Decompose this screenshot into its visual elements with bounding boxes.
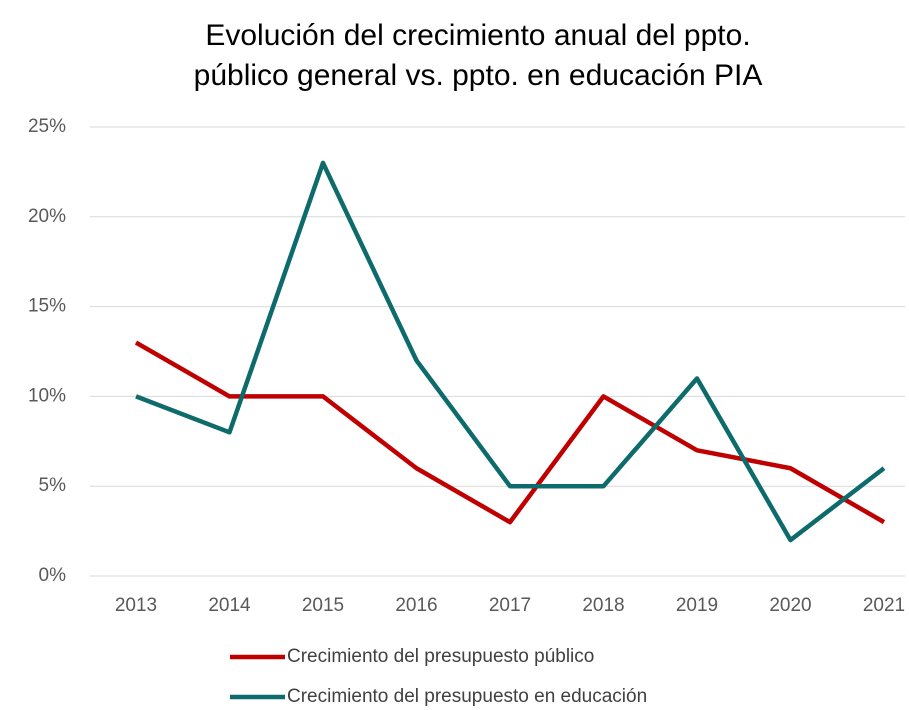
y-tick-label: 0% — [39, 565, 67, 586]
x-tick-label: 2015 — [302, 595, 344, 616]
y-tick-label: 20% — [28, 206, 66, 227]
y-tick-label: 5% — [39, 475, 67, 496]
y-tick-label: 15% — [28, 296, 66, 317]
chart-title: público general vs. ppto. en educación P… — [194, 59, 763, 92]
chart-title: Evolución del crecimiento anual del ppto… — [205, 19, 750, 52]
series-line — [134, 340, 886, 525]
x-tick-label: 2019 — [676, 595, 718, 616]
x-tick-label: 2018 — [582, 595, 624, 616]
series-line — [135, 160, 886, 543]
x-tick-label: 2020 — [769, 595, 811, 616]
x-tick-label: 2021 — [863, 595, 905, 616]
x-tick-label: 2014 — [208, 595, 251, 616]
legend-label: Crecimiento del presupuesto público — [287, 646, 594, 667]
y-tick-label: 25% — [28, 116, 66, 137]
x-tick-label: 2016 — [395, 595, 437, 616]
legend-label: Crecimiento del presupuesto en educación — [287, 686, 647, 707]
x-tick-label: 2017 — [489, 595, 531, 616]
x-tick-label: 2013 — [115, 595, 157, 616]
y-tick-label: 10% — [28, 385, 66, 406]
